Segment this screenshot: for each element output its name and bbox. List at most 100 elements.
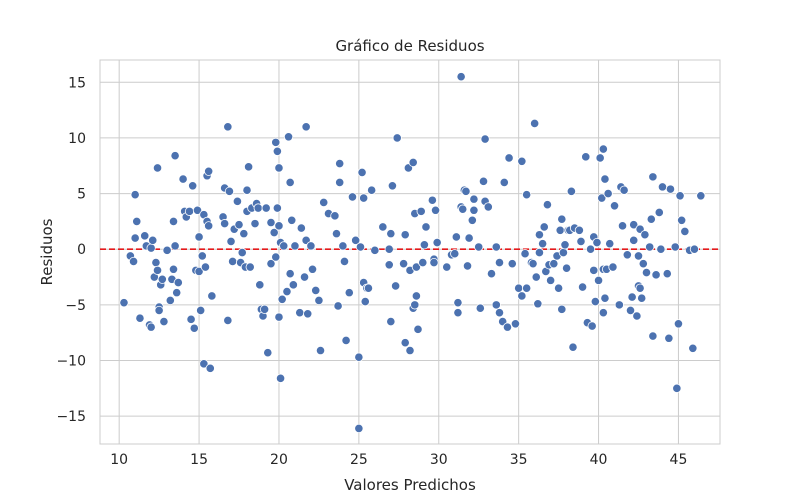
data-point	[168, 264, 179, 274]
data-point	[664, 333, 674, 343]
data-point	[274, 312, 284, 322]
data-point	[491, 242, 501, 252]
x-tick-label: 30	[430, 452, 448, 468]
data-point	[430, 205, 441, 215]
data-point	[486, 269, 497, 279]
data-point	[491, 300, 501, 310]
data-point	[637, 293, 647, 303]
data-point	[239, 229, 249, 239]
data-point	[253, 203, 263, 213]
data-point	[194, 232, 204, 242]
x-tick-label: 25	[350, 452, 368, 468]
data-point	[557, 214, 567, 224]
data-point	[646, 214, 656, 224]
data-point	[299, 272, 310, 282]
data-point	[531, 272, 541, 282]
data-point	[450, 249, 460, 259]
data-point	[574, 225, 584, 235]
data-point	[603, 188, 613, 199]
data-point	[688, 343, 698, 353]
data-point	[629, 235, 639, 245]
x-tick-label: 10	[110, 452, 128, 468]
data-point	[266, 217, 276, 228]
data-point	[456, 72, 466, 82]
data-point	[237, 247, 247, 258]
data-point	[367, 185, 377, 195]
data-point	[135, 313, 145, 323]
data-point	[331, 229, 342, 239]
chart-title: Gráfico de Residuos	[335, 37, 484, 55]
x-tick-label: 40	[590, 452, 608, 468]
data-point	[186, 314, 196, 324]
data-point	[469, 194, 479, 204]
data-point	[178, 174, 188, 184]
data-point	[629, 220, 639, 230]
data-point	[226, 236, 236, 247]
data-point	[546, 275, 556, 285]
data-point	[645, 242, 655, 252]
data-point	[464, 233, 474, 243]
y-tick-label: 10	[68, 131, 86, 147]
data-point	[245, 262, 255, 272]
data-point	[502, 322, 513, 332]
data-point	[128, 256, 139, 267]
data-point	[224, 186, 235, 196]
data-point	[480, 134, 490, 144]
data-point	[670, 242, 680, 252]
data-point	[250, 219, 260, 229]
data-point	[197, 251, 207, 261]
data-point	[517, 156, 527, 166]
data-point	[510, 319, 521, 329]
data-point	[192, 205, 203, 215]
data-point	[474, 242, 484, 252]
data-point	[288, 280, 298, 290]
data-point	[189, 323, 199, 333]
data-point	[577, 282, 588, 292]
x-tick-label: 20	[270, 452, 288, 468]
data-point	[200, 262, 211, 272]
data-point	[677, 215, 687, 225]
data-point	[673, 319, 684, 329]
data-point	[162, 245, 172, 255]
data-point	[558, 247, 569, 258]
data-point	[152, 163, 163, 173]
data-point	[387, 181, 398, 191]
data-point	[339, 256, 350, 267]
data-point	[277, 294, 287, 304]
data-point	[453, 308, 463, 318]
data-point	[405, 345, 415, 356]
tick-labels: 10 15 20 25 30 35 40 45 −15 −10 −5 0 5 10 15	[56, 75, 687, 468]
data-point	[271, 252, 281, 262]
x-tick-label: 15	[190, 452, 208, 468]
data-point	[261, 203, 271, 213]
data-point	[462, 261, 473, 271]
x-tick-label: 35	[510, 452, 528, 468]
data-point	[357, 167, 367, 178]
data-point	[534, 230, 545, 240]
data-point	[542, 200, 553, 210]
data-point	[152, 265, 163, 275]
data-point	[196, 305, 206, 316]
data-point	[528, 259, 538, 269]
data-point	[204, 166, 214, 176]
data-point	[363, 283, 374, 293]
data-point	[427, 195, 437, 205]
y-tick-label: −5	[65, 298, 86, 314]
data-point	[399, 259, 409, 269]
data-point	[598, 144, 608, 154]
data-point	[159, 316, 169, 327]
data-point	[344, 288, 354, 298]
data-point	[665, 184, 676, 194]
data-point	[295, 308, 305, 318]
data-point	[617, 221, 628, 231]
data-point	[557, 304, 567, 314]
data-point	[522, 190, 532, 200]
data-point	[263, 348, 273, 358]
data-point	[648, 172, 658, 182]
data-point	[514, 283, 524, 293]
data-point	[132, 216, 142, 226]
data-point	[627, 292, 637, 302]
data-point	[354, 352, 364, 362]
data-point	[609, 201, 620, 211]
